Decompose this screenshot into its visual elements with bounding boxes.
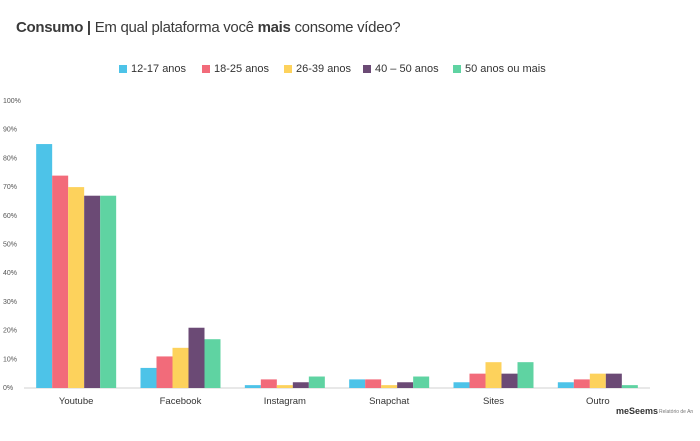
bar xyxy=(501,373,518,388)
footer-note: Relatório de An xyxy=(659,409,694,415)
bar xyxy=(349,379,366,388)
y-tick-label: 10% xyxy=(3,356,17,363)
bar xyxy=(204,339,221,388)
x-tick-label: Facebook xyxy=(160,396,202,407)
bar xyxy=(557,382,574,388)
y-tick-label: 50% xyxy=(3,242,17,249)
bar xyxy=(100,195,117,388)
bar xyxy=(453,382,470,388)
legend-swatch xyxy=(363,65,371,73)
legend: 12-17 anos 18-25 anos 26-39 anos 40 – 50 an… xyxy=(0,63,700,79)
bar xyxy=(621,385,638,388)
y-tick-label: 30% xyxy=(3,299,17,306)
legend-label: 18-25 anos xyxy=(214,63,270,75)
bar xyxy=(397,382,414,388)
bar xyxy=(244,385,261,388)
title-bold: Consumo | xyxy=(16,19,91,36)
bar xyxy=(517,362,534,388)
bar xyxy=(292,382,309,388)
legend-swatch xyxy=(119,65,127,73)
legend-swatch xyxy=(202,65,210,73)
legend-item: 40 – 50 anos xyxy=(363,63,439,75)
legend-label: 40 – 50 anos xyxy=(375,63,439,75)
legend-item: 50 anos ou mais xyxy=(453,63,546,75)
title-post: consome vídeo? xyxy=(290,19,401,36)
y-tick-label: 100% xyxy=(3,98,21,105)
x-tick-label: Snapchat xyxy=(369,396,410,407)
y-tick-label: 60% xyxy=(3,213,17,220)
y-tick-label: 80% xyxy=(3,155,17,162)
bar xyxy=(469,373,486,388)
bar xyxy=(52,175,69,388)
legend-label: 50 anos ou mais xyxy=(465,63,546,75)
bar xyxy=(308,376,325,388)
legend-swatch xyxy=(284,65,292,73)
y-tick-label: 20% xyxy=(3,328,17,335)
bar xyxy=(413,376,430,388)
x-tick-label: Instagram xyxy=(264,396,306,407)
title-pre: Em qual plataforma você xyxy=(90,19,258,36)
bar xyxy=(172,347,189,388)
y-tick-label: 40% xyxy=(3,270,17,277)
legend-label: 12-17 anos xyxy=(131,63,187,75)
bar xyxy=(605,373,622,388)
legend-label: 26-39 anos xyxy=(296,63,352,75)
y-tick-label: 90% xyxy=(3,127,17,134)
bar xyxy=(365,379,382,388)
bar xyxy=(68,187,85,388)
x-tick-label: Outro xyxy=(586,396,610,407)
bar xyxy=(140,367,157,388)
bar xyxy=(276,385,293,388)
x-tick-label: Youtube xyxy=(59,396,94,407)
bar xyxy=(260,379,277,388)
legend-item: 12-17 anos xyxy=(119,63,186,75)
y-tick-label: 0% xyxy=(3,385,13,392)
bar xyxy=(589,373,606,388)
bar xyxy=(573,379,590,388)
chart-title: Consumo | Em qual plataforma você mais c… xyxy=(16,19,401,36)
legend-swatch xyxy=(453,65,461,73)
y-tick-label: 70% xyxy=(3,184,17,191)
legend-item: 26-39 anos xyxy=(284,63,351,75)
bar xyxy=(188,327,205,388)
brand-logo: meSeems xyxy=(616,406,659,416)
bar xyxy=(485,362,502,388)
bar xyxy=(36,144,53,388)
legend-item: 18-25 anos xyxy=(202,63,269,75)
x-tick-label: Sites xyxy=(483,396,504,407)
bar xyxy=(84,195,101,388)
title-emph: mais xyxy=(257,19,291,36)
bar xyxy=(381,385,398,388)
bar xyxy=(156,356,173,388)
